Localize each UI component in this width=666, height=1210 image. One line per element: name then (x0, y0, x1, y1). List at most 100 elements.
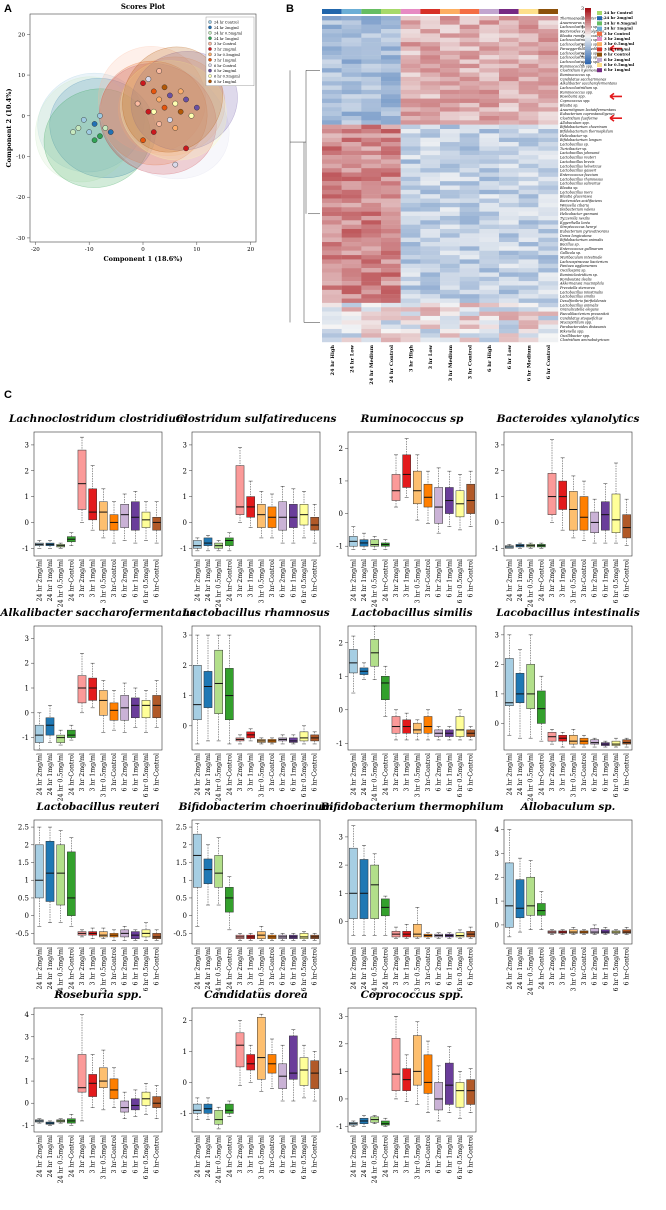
heatmap-cell (518, 46, 539, 51)
heatmap-cell (420, 185, 441, 191)
heatmap-cell (479, 272, 500, 277)
legend-marker (208, 47, 212, 51)
heatmap-cell (538, 115, 559, 121)
heatmap-cell (440, 255, 460, 260)
legend-marker (208, 20, 212, 24)
box (569, 491, 578, 531)
heatmap-cell (361, 129, 382, 134)
y-tick-label: 1 (183, 1048, 187, 1056)
y-tick-label: 0 (339, 918, 343, 926)
box (299, 933, 309, 939)
heatmap-cell (459, 311, 480, 317)
heatmap-cell (499, 72, 519, 78)
group-label: 3 hr-Control (581, 947, 588, 986)
group-legend-entry: 3 hr Control (604, 31, 631, 36)
heatmap-cell (538, 324, 559, 330)
heatmap-cell (440, 29, 460, 34)
heatmap-cell (499, 94, 519, 99)
heatmap-cell (322, 207, 342, 212)
y-tick-label: -1 (336, 1123, 343, 1131)
heatmap-cell (518, 102, 539, 108)
boxplot-frame (503, 625, 633, 751)
legend-box (205, 16, 255, 87)
scores-point (183, 145, 189, 152)
heatmap-cell (538, 72, 559, 78)
row-label: Bifidobacterium choerinum (559, 125, 607, 129)
heatmap-cell (400, 63, 421, 69)
heatmap-cell (420, 224, 441, 230)
heatmap-cell (381, 311, 401, 317)
heatmap-cell (479, 215, 500, 221)
boxplot-frame (191, 431, 321, 557)
heatmap-cell (459, 72, 480, 78)
heatmap-cell (381, 202, 401, 208)
heatmap-cell (381, 315, 401, 321)
legend-entry: 6 hr 0.5mg/ml (214, 75, 241, 79)
y-tick-label: 0 (25, 912, 29, 920)
heatmap-cell (400, 146, 421, 151)
heatmap-cell (499, 315, 519, 321)
heatmap-cell (459, 228, 480, 234)
heatmap-cell (322, 16, 342, 21)
colorbar-segment (585, 22, 591, 26)
heatmap-cell (361, 250, 382, 256)
row-label: Rikenella spp. (559, 329, 584, 333)
group-label: 24 hr 1mg/ml (361, 559, 368, 601)
y-tick-label: 3 (495, 441, 499, 449)
heatmap-cell (440, 24, 460, 30)
heatmap-cell (341, 163, 362, 169)
y-tick-label: 0.5 (18, 894, 29, 902)
y-tick-label: 2.5 (18, 824, 29, 832)
heatmap-cell (518, 115, 539, 121)
heatmap-cell (381, 215, 401, 221)
y-tick-label: 0 (339, 706, 343, 714)
heatmap-cell (440, 50, 460, 56)
heatmap-cell (361, 211, 382, 217)
heatmap-cell (499, 328, 519, 334)
box (349, 649, 358, 674)
heatmap-cell (381, 172, 401, 178)
heatmap-cell (420, 37, 441, 43)
heatmap-cell (400, 102, 421, 108)
heatmap-cell (479, 237, 500, 243)
group-label: 6 hr 1mg/ml (446, 753, 453, 792)
heatmap-cell (361, 320, 382, 325)
heatmap-cell (420, 189, 441, 195)
box (289, 504, 298, 528)
heatmap-cell (440, 333, 460, 338)
row-label: Lactobacillus intestinalis (559, 290, 603, 294)
heatmap-cell (400, 111, 421, 117)
heatmap-cell (322, 120, 342, 125)
heatmap-cell (499, 202, 519, 208)
heatmap-cell (518, 185, 539, 191)
y-tick-label: 1 (183, 493, 187, 501)
heatmap-cell (420, 320, 441, 325)
heatmap-cell (322, 198, 342, 204)
box (225, 1103, 234, 1114)
scores-point (156, 121, 162, 127)
group-label: 6 hr-Control (312, 753, 319, 792)
heatmap-cell (341, 168, 362, 173)
heatmap-cell (400, 211, 421, 217)
heatmap-cell (499, 320, 519, 325)
heatmap-cell (479, 315, 500, 321)
group-label: 24 hr 0.5mg/ml (372, 559, 379, 607)
heatmap-cell (381, 168, 401, 173)
heatmap-cell (322, 146, 342, 151)
box (35, 844, 44, 899)
heatmap-cell (361, 137, 382, 143)
group-label: 6 hr 0.5mg/ml (613, 753, 620, 797)
heatmap-cell (400, 272, 421, 277)
heatmap-cell (361, 102, 382, 108)
heatmap-cell (400, 320, 421, 325)
heatmap-cell (499, 242, 519, 247)
group-label: 3 hr 0.5mg/ml (100, 947, 107, 991)
heatmap-cell (322, 276, 342, 282)
heatmap-cell (499, 129, 519, 134)
heatmap-cell (538, 276, 559, 282)
heatmap-cell (420, 107, 441, 112)
colorbar-segment (585, 45, 591, 48)
heatmap-cell (420, 328, 441, 334)
group-label: 24 hr 0.5mg/ml (528, 947, 535, 995)
